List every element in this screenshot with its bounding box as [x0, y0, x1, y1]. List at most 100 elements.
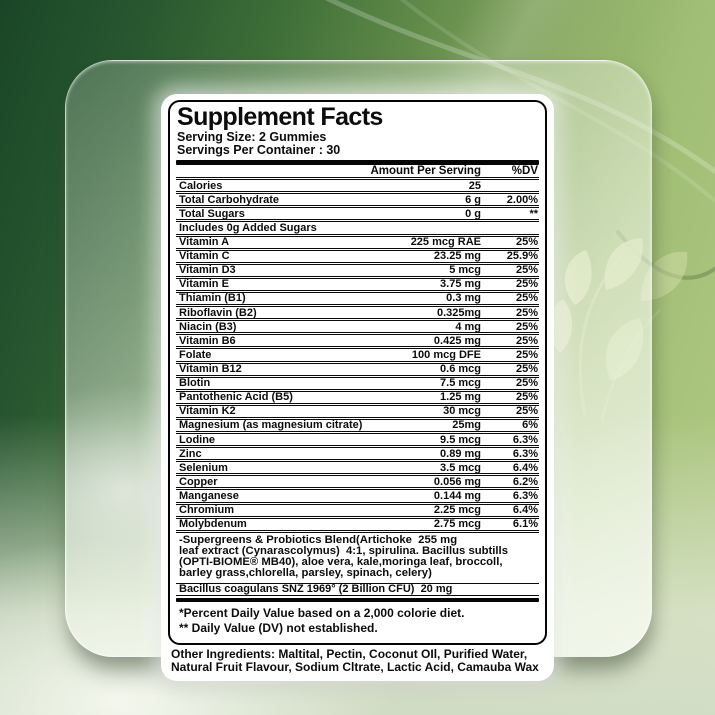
nutrient-row: Molybdenum 2.75 mcg 6.1%: [176, 517, 539, 531]
nutrient-dv: 25%: [515, 334, 538, 347]
nutrient-name: Total Sugars: [179, 207, 245, 220]
nutrient-row: Calories 25: [176, 179, 539, 193]
nutrient-amount: 0.056 mg: [433, 475, 481, 488]
added-sugars-row: Includes 0g Added Sugars: [176, 221, 539, 235]
nutrient-dv: 25%: [515, 292, 538, 305]
nutrient-amount: 3.75 mg: [440, 278, 481, 291]
nutrient-name: Niacin (B3): [179, 320, 237, 333]
nutrient-row: Niacin (B3) 4 mg 25%: [176, 320, 539, 334]
nutrient-dv: 2.00%: [506, 193, 538, 206]
nutrient-name: Calories: [179, 179, 223, 192]
nutrient-name: Vitamin C: [179, 250, 230, 263]
nutrient-dv: 25%: [515, 348, 538, 361]
bacillus-text: Bacillus coagulans SNZ 1969° (2 Billion …: [179, 583, 453, 595]
nutrient-dv: 25%: [515, 405, 538, 418]
thick-divider-bottom: [176, 597, 539, 602]
nutrient-amount: 225 mcg RAE: [410, 236, 481, 249]
nutrient-dv: 25%: [515, 236, 538, 249]
nutrient-name: Magnesium (as magnesium citrate): [179, 419, 363, 432]
nutrient-amount: 0 g: [465, 207, 481, 220]
footnote-percent-dv: *Percent Daily Value based on a 2,000 co…: [179, 605, 465, 620]
nutrient-amount: 3.5 mcg: [440, 461, 481, 474]
nutrient-row: Vitamin C 23.25 mg 25.9%: [176, 249, 539, 263]
nutrient-dv: 6.1%: [512, 518, 538, 531]
macro-rows: Calories 25 Total Carbohydrate 6 g 2.00%…: [176, 179, 539, 221]
nutrient-row: Lodine 9.5 mcg 6.3%: [176, 433, 539, 447]
nutrient-row: Folate 100 mcg DFE 25%: [176, 348, 539, 362]
nutrient-name: Thiamin (B1): [179, 292, 246, 305]
nutrient-dv: 6.2%: [512, 475, 538, 488]
nutrient-amount: 23.25 mg: [433, 250, 481, 263]
nutrient-amount: 0.3 mg: [446, 292, 481, 305]
nutrient-name: Lodine: [179, 433, 216, 446]
nutrient-row: Riboflavin (B2) 0.325mg 25%: [176, 306, 539, 320]
nutrient-row: Magnesium (as magnesium citrate) 25mg 6%: [176, 418, 539, 433]
nutrient-dv: 25%: [515, 278, 538, 291]
nutrient-amount: 25mg: [452, 419, 481, 432]
nutrient-amount: 0.325mg: [436, 306, 481, 319]
nutrient-name: Total Carbohydrate: [179, 193, 280, 206]
nutrient-name: Vitamin E: [179, 278, 229, 291]
nutrient-row: Thiamin (B1) 0.3 mg 25%: [176, 291, 539, 306]
nutrient-dv: 6%: [522, 419, 538, 432]
footnote-dv-not-established: ** Daily Value (DV) not established.: [179, 620, 378, 635]
nutrient-row: Total Sugars 0 g **: [176, 207, 539, 221]
nutrient-dv: **: [529, 207, 538, 220]
nutrient-amount: 7.5 mcg: [440, 377, 481, 390]
nutrient-amount: 9.5 mcg: [440, 433, 481, 446]
added-sugars-note: Includes 0g Added Sugars: [179, 221, 317, 234]
nutrient-dv: 6.4%: [512, 504, 538, 517]
label-title: Supplement Facts: [177, 103, 383, 131]
nutrient-dv: 6.3%: [512, 447, 538, 460]
servings-per-container-text: Servings Per Container : 30: [177, 143, 341, 158]
nutrient-row: Total Carbohydrate 6 g 2.00%: [176, 193, 539, 207]
nutrient-dv: 25.9%: [506, 250, 538, 263]
supplement-label-card: Supplement Facts Serving Size: 2 Gummies…: [161, 94, 554, 682]
nutrient-amount: 0.144 mg: [433, 489, 481, 502]
nutrient-dv: 25%: [515, 377, 538, 390]
nutrient-row: Vitamin B6 0.425 mg 25%: [176, 334, 539, 348]
nutrient-name: Riboflavin (B2): [179, 306, 257, 319]
other-ingredients-text: Other Ingredients: Maltital, Pectin, Coc…: [171, 646, 539, 675]
nutrient-dv: 25%: [515, 320, 538, 333]
nutrient-amount: 0.6 mcg: [440, 363, 481, 375]
nutrient-row: Vitamin E 3.75 mg 25%: [176, 277, 539, 291]
serving-size-text: Serving Size: 2 Gummies: [177, 130, 327, 144]
nutrient-amount: 25: [468, 179, 481, 192]
nutrient-row: Blotin 7.5 mcg 25%: [176, 376, 539, 390]
nutrient-amount: 2.25 mcg: [433, 504, 481, 517]
nutrient-dv: 25%: [515, 391, 538, 404]
nutrient-row: Vitamin A 225 mcg RAE 25%: [176, 235, 539, 249]
nutrient-dv: 25%: [515, 306, 538, 319]
nutrient-row: Selenium 3.5 mcg 6.4%: [176, 461, 539, 475]
column-amount-header: Amount Per Serving: [370, 165, 481, 177]
nutrient-name: Vitamin B6: [179, 334, 236, 347]
nutrient-name: Chromium: [179, 504, 234, 517]
nutrient-name: Selenium: [179, 461, 228, 474]
footnotes: *Percent Daily Value based on a 2,000 co…: [176, 602, 539, 642]
nutrient-dv: 25%: [515, 264, 538, 277]
column-dv-header: %DV: [511, 165, 538, 177]
nutrient-amount: 4 mg: [455, 320, 481, 333]
nutrient-row: Pantothenic Acid (B5) 1.25 mg 25%: [176, 390, 539, 404]
nutrient-amount: 30 mcg: [443, 405, 481, 418]
nutrient-name: Copper: [179, 475, 218, 488]
micronutrient-rows: Vitamin A 225 mcg RAE 25% Vitamin C 23.2…: [176, 235, 539, 531]
nutrient-row: Zinc 0.89 mg 6.3%: [176, 447, 539, 461]
bacillus-row: Bacillus coagulans SNZ 1969° (2 Billion …: [176, 582, 539, 596]
nutrient-row: Copper 0.056 mg 6.2%: [176, 475, 539, 489]
nutrient-amount: 2.75 mcg: [433, 518, 481, 531]
nutrient-amount: 0.89 mg: [440, 447, 481, 460]
nutrient-name: Zinc: [179, 447, 202, 460]
nutrient-dv: 6.3%: [512, 489, 538, 502]
nutrient-row: Vitamin D3 5 mcg 25%: [176, 263, 539, 277]
nutrient-name: Vitamin K2: [179, 405, 236, 418]
nutrient-amount: 0.425 mg: [433, 334, 481, 347]
nutrient-name: Blotin: [179, 377, 211, 390]
nutrient-dv: 25%: [515, 363, 538, 375]
facts-box: Supplement Facts Serving Size: 2 Gummies…: [168, 100, 547, 645]
nutrient-name: Vitamin A: [179, 236, 230, 249]
nutrient-name: Manganese: [179, 489, 239, 502]
table-header-row: Amount Per Serving %DV: [176, 165, 539, 179]
nutrient-row: Vitamin B12 0.6 mcg 25%: [176, 362, 539, 376]
